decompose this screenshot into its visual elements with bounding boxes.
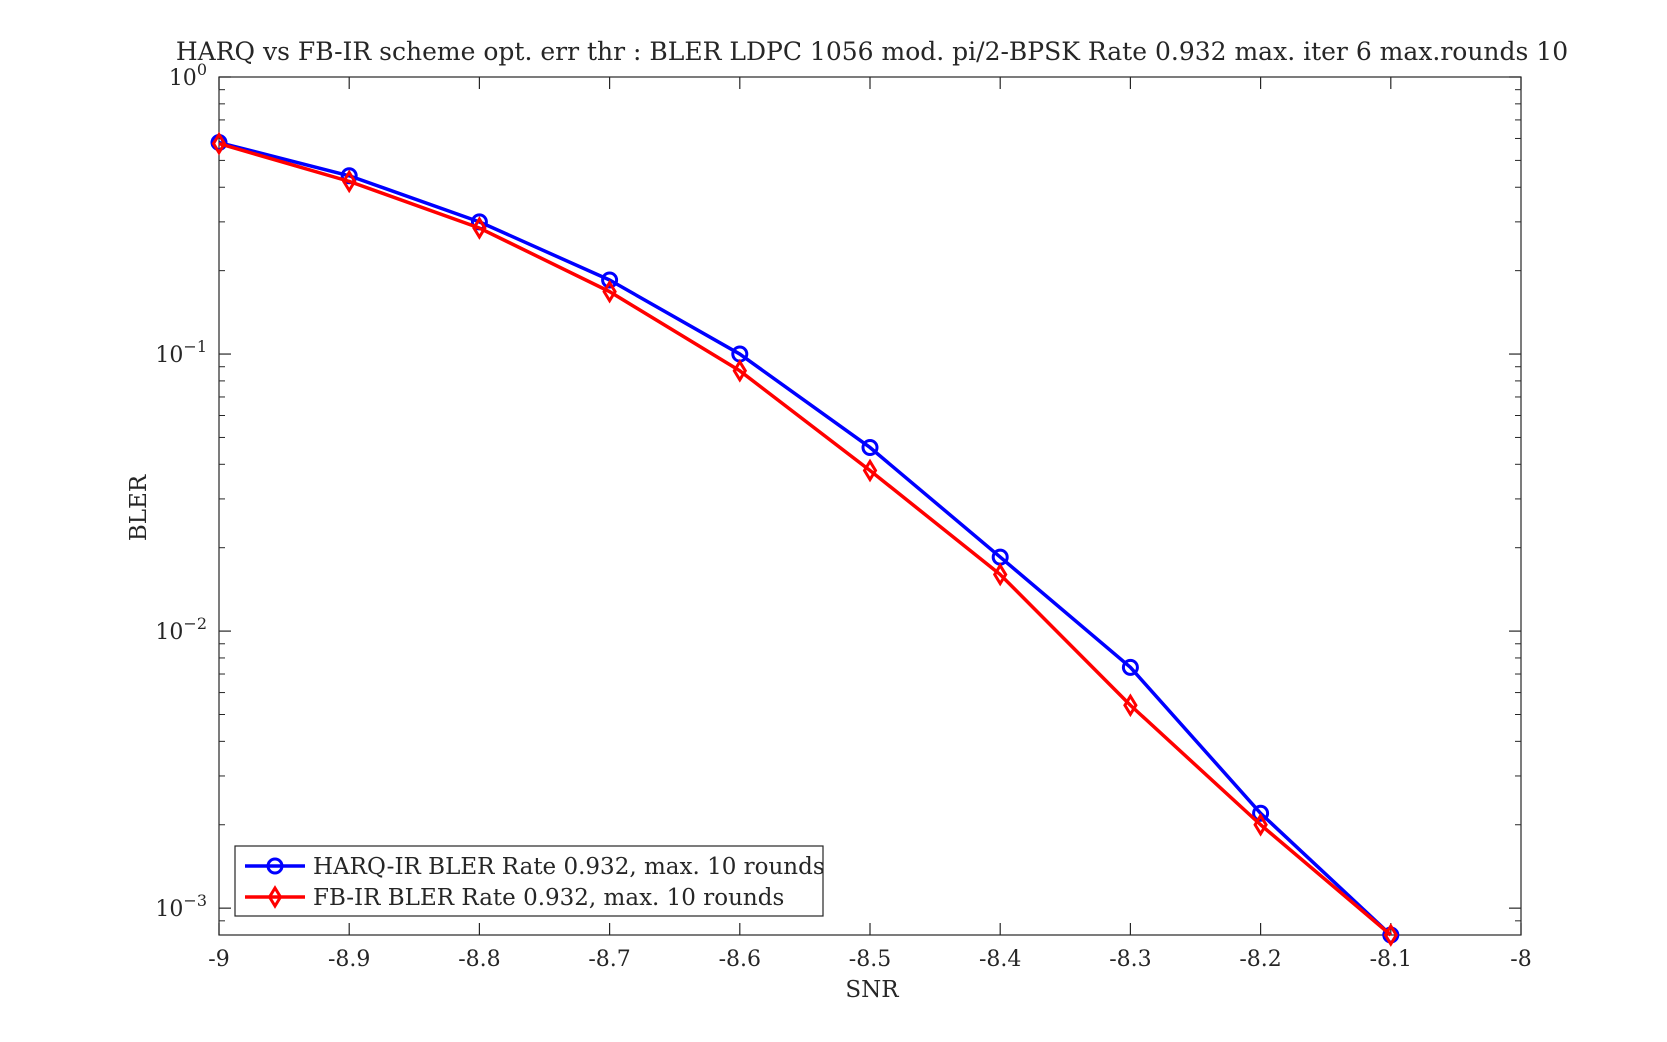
data-point [1253, 812, 1268, 837]
legend-label: FB-IR BLER Rate 0.932, max. 10 rounds [313, 885, 784, 911]
x-tick-label: -8.5 [849, 947, 891, 972]
data-point [211, 131, 227, 156]
y-tick-label: 10−2 [155, 614, 207, 645]
series-line [218, 140, 1392, 937]
data-point [601, 271, 619, 289]
x-tick-label: -8 [1510, 947, 1531, 972]
legend-entry: FB-IR BLER Rate 0.932, max. 10 rounds [245, 885, 784, 911]
legend-marker [266, 857, 284, 875]
series-2 [211, 131, 1399, 947]
data-point [602, 279, 617, 304]
data-point [1383, 923, 1399, 947]
plot-frame [218, 76, 1522, 936]
x-tick-label: -8.1 [1370, 947, 1412, 972]
chart-title: HARQ vs FB-IR scheme opt. err thr : BLER… [176, 37, 1568, 66]
legend-entry: HARQ-IR BLER Rate 0.932, max. 10 rounds [245, 854, 825, 880]
x-tick-label: -8.2 [1239, 947, 1281, 972]
data-point [341, 169, 357, 194]
x-tick-label: -8.4 [979, 947, 1021, 972]
data-point [861, 438, 879, 456]
x-axis-label: SNR [845, 977, 899, 1003]
legend-box [234, 845, 824, 917]
x-tick-label: -8.3 [1109, 947, 1151, 972]
legend-label: HARQ-IR BLER Rate 0.932, max. 10 rounds [313, 854, 825, 880]
data-point [472, 216, 487, 240]
y-tick-label: 10−3 [155, 891, 207, 922]
data-point [1121, 658, 1139, 676]
y-tick-label: 100 [169, 60, 207, 91]
x-tick-label: -8.6 [719, 947, 761, 972]
series-line [218, 141, 1392, 937]
x-tick-label: -8.8 [458, 947, 500, 972]
x-tick-label: -9 [208, 947, 229, 972]
y-axis-label: BLER [126, 474, 152, 541]
data-point [992, 562, 1008, 587]
legend-marker [267, 885, 283, 909]
data-point [732, 358, 748, 383]
data-point [1123, 693, 1138, 718]
data-point [1252, 804, 1270, 822]
y-tick-label: 10−1 [155, 337, 207, 368]
x-tick-label: -8.9 [328, 947, 370, 972]
x-tick-label: -8.7 [588, 947, 630, 972]
data-point [862, 458, 878, 483]
